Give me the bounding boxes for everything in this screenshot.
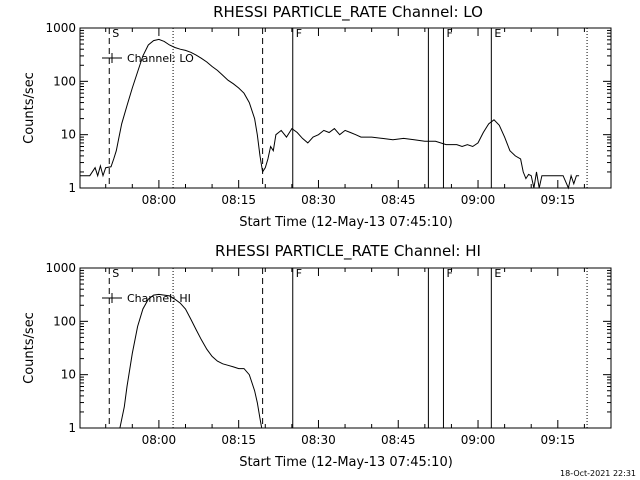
y-tick-label-hi-1: 10 xyxy=(61,368,76,382)
event-label-lo-6: E xyxy=(494,27,501,40)
x-tick-label-lo-0: 08:00 xyxy=(142,193,177,207)
y-tick-label-hi-2: 100 xyxy=(53,314,76,328)
y-tick-label-lo-0: 1 xyxy=(68,181,76,195)
legend-label-hi: Channel: HI xyxy=(127,292,191,305)
y-axis-label-lo: Counts/sec xyxy=(22,72,37,144)
series-line-lo xyxy=(80,38,580,190)
x-tick-label-hi-3: 08:45 xyxy=(381,433,416,447)
x-tick-label-lo-5: 09:15 xyxy=(541,193,576,207)
x-tick-label-lo-1: 08:15 xyxy=(221,193,256,207)
y-axis-label-hi: Counts/sec xyxy=(22,312,37,384)
y-tick-label-hi-3: 1000 xyxy=(45,261,76,275)
y-tick-label-hi-0: 1 xyxy=(68,421,76,435)
chart-title-hi: RHESSI PARTICLE_RATE Channel: HI xyxy=(215,242,481,261)
event-label-hi-5: F xyxy=(446,267,452,280)
x-tick-label-hi-4: 09:00 xyxy=(461,433,496,447)
panel-lo: RHESSI PARTICLE_RATE Channel: LO Counts/… xyxy=(22,3,612,230)
x-tick-label-hi-2: 08:30 xyxy=(301,433,336,447)
x-tick-label-lo-3: 08:45 xyxy=(381,193,416,207)
legend-lo: Channel: LO xyxy=(102,52,194,65)
series-line-hi xyxy=(119,293,263,429)
event-label-hi-6: E xyxy=(494,267,501,280)
y-tick-label-lo-3: 1000 xyxy=(45,21,76,35)
footer-timestamp: 18-Oct-2021 22:31 xyxy=(560,469,636,478)
x-tick-label-hi-5: 09:15 xyxy=(541,433,576,447)
chart-title-lo: RHESSI PARTICLE_RATE Channel: LO xyxy=(213,3,483,22)
y-tick-label-lo-2: 100 xyxy=(53,74,76,88)
y-ticks-hi: 1 10 100 1000 xyxy=(45,261,611,435)
x-tick-label-lo-2: 08:30 xyxy=(301,193,336,207)
x-ticks-hi: 08:00 08:15 08:30 08:45 09:00 09:15 xyxy=(105,268,612,447)
event-label-hi-0: S xyxy=(112,267,119,280)
y-tick-label-lo-1: 10 xyxy=(61,128,76,142)
x-tick-label-hi-1: 08:15 xyxy=(221,433,256,447)
legend-label-lo: Channel: LO xyxy=(127,52,194,65)
x-tick-label-lo-4: 09:00 xyxy=(461,193,496,207)
x-axis-label-hi: Start Time (12-May-13 07:45:10) xyxy=(239,455,453,470)
x-tick-label-hi-0: 08:00 xyxy=(142,433,177,447)
legend-hi: Channel: HI xyxy=(102,292,191,305)
y-ticks-lo: 1 10 100 1000 xyxy=(45,21,611,195)
event-label-lo-5: F xyxy=(446,27,452,40)
panel-hi: RHESSI PARTICLE_RATE Channel: HI Counts/… xyxy=(22,242,612,470)
event-label-lo-3: F xyxy=(296,27,302,40)
x-axis-label-lo: Start Time (12-May-13 07:45:10) xyxy=(239,215,453,230)
event-label-hi-3: F xyxy=(296,267,302,280)
event-label-lo-0: S xyxy=(112,27,119,40)
x-ticks-lo: 08:00 08:15 08:30 08:45 09:00 09:15 xyxy=(105,28,612,207)
